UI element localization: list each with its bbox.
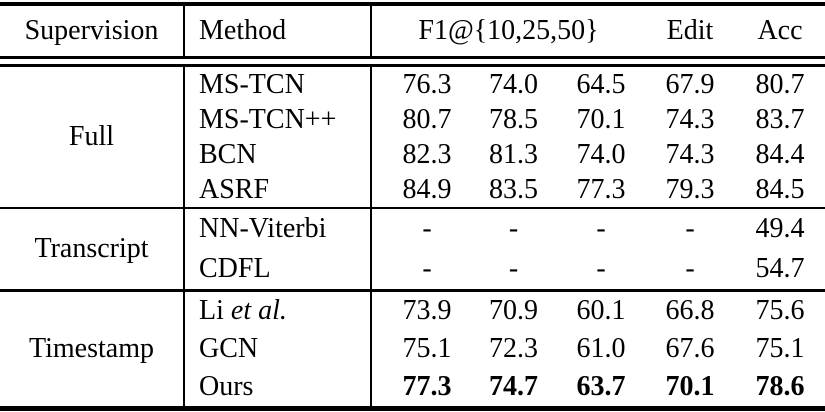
value-cell: 79.3 [665,173,715,205]
supervision-label-timestamp: Timestamp [0,292,185,406]
header-f1-group: F1@{10,25,50} [418,15,599,46]
supervision-label-full: Full [0,67,185,207]
top-rule [0,2,825,6]
value-cell: - [596,253,606,284]
value-cell: 70.1 [665,371,715,402]
supervision-label-transcript: Transcript [0,209,185,289]
value-cell: 78.6 [755,371,805,402]
value-cell: 84.4 [755,138,805,170]
value-cell: - [685,213,695,244]
header-edit: Edit [666,15,714,46]
value-cell: 74.0 [576,138,626,170]
value-cell: 61.0 [576,333,626,364]
header-double-rule [0,56,825,67]
value-cell: 70.9 [489,295,538,326]
value-cell: 75.1 [755,333,805,364]
value-cell: - [508,253,519,284]
method-cell: ASRF [185,172,372,207]
table-header: Supervision Method F1@{10,25,50} Edit Ac… [0,6,825,56]
section-full: Full MS-TCN 76.3 74.0 64.5 67.9 80.7 MS-… [0,67,825,207]
header-acc: Acc [757,15,803,46]
section-rule [0,289,825,292]
value-cell: 60.1 [576,295,626,326]
value-cell: 84.9 [402,173,452,205]
value-cell: 80.7 [755,68,805,100]
section-rule [0,207,825,209]
value-cell: 78.5 [489,103,538,135]
value-cell: 73.9 [402,295,452,326]
method-cell: Li et al. [185,292,372,330]
value-cell: 74.7 [489,371,538,402]
value-cell: 77.3 [402,371,452,402]
header-method: Method [185,6,372,56]
value-cell: 49.4 [755,213,805,244]
value-cell: 75.1 [402,333,452,364]
method-cell: MS-TCN++ [185,102,372,137]
value-cell: 84.5 [755,173,805,205]
method-cell: MS-TCN [185,67,372,102]
method-cell: Ours [185,368,372,406]
value-cell: 64.5 [576,68,626,100]
section-transcript: Transcript NN-Viterbi - - - - 49.4 CDFL … [0,209,825,289]
value-cell: 74.3 [665,138,715,170]
value-cell: 74.3 [665,103,715,135]
value-cell: 70.1 [576,103,626,135]
value-cell: 77.3 [576,173,626,205]
value-cell: 83.7 [755,103,805,135]
value-cell: 75.6 [755,295,805,326]
value-cell: 66.8 [665,295,715,326]
header-supervision: Supervision [0,6,185,56]
value-cell: 74.0 [489,68,538,100]
bottom-rule [0,406,825,411]
value-cell: 67.9 [665,68,715,100]
value-cell: 80.7 [402,103,452,135]
value-cell: 81.3 [489,138,538,170]
value-cell: - [685,253,695,284]
value-cell: 83.5 [489,173,538,205]
value-cell: - [422,213,432,244]
value-cell: 76.3 [402,68,452,100]
value-cell: 67.6 [665,333,715,364]
value-cell: 72.3 [489,333,538,364]
value-cell: - [508,213,519,244]
method-cell: BCN [185,137,372,172]
value-cell: 63.7 [576,371,626,402]
value-cell: - [596,213,606,244]
method-cell: CDFL [185,249,372,289]
method-cell: NN-Viterbi [185,209,372,249]
value-cell: 82.3 [402,138,452,170]
section-timestamp: Timestamp Li et al. 73.9 70.9 60.1 66.8 7… [0,292,825,406]
method-cell: GCN [185,330,372,368]
value-cell: 54.7 [755,253,805,284]
value-cell: - [422,253,432,284]
